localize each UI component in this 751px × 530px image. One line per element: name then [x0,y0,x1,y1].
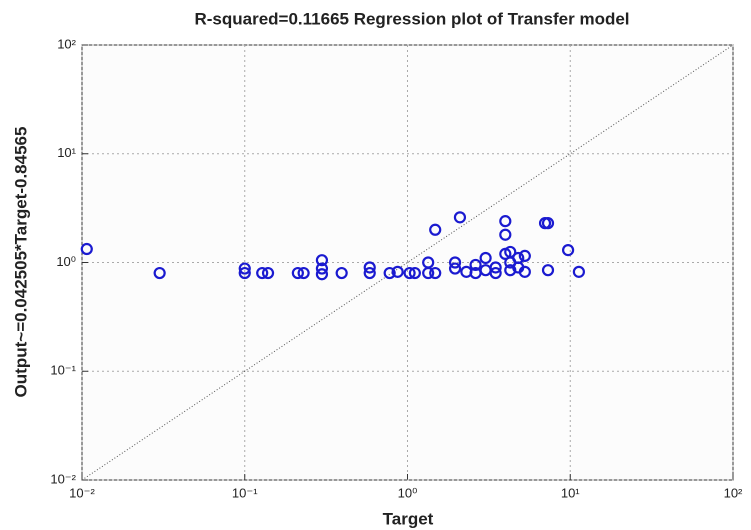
point [453,211,467,224]
point [315,262,329,275]
point [363,261,376,274]
x-tick-label: 10¹ [561,485,580,500]
x-tick-label: 10² [724,485,743,500]
y-tick-label: 10⁻¹ [50,363,76,378]
y-tick-label: 10⁻² [50,471,76,486]
point [256,266,269,280]
point [469,258,482,272]
point [561,244,575,257]
point [335,266,348,280]
point [408,266,421,280]
point [261,266,275,280]
point [518,265,531,278]
chart-title: R-squared=0.11665 Regression plot of Tra… [194,9,629,28]
point [291,266,304,280]
point [448,256,462,269]
y-tick-label: 10¹ [57,145,76,160]
point [363,266,376,280]
point [504,264,517,277]
x-tick-label: 10⁻² [69,485,95,500]
point [499,215,512,228]
point [391,265,404,278]
point [153,266,166,280]
point [572,265,585,278]
x-tick-label: 10⁰ [398,485,418,500]
point [403,266,416,280]
point [297,266,310,280]
y-tick-label: 10² [57,36,76,51]
point [429,223,442,236]
point [504,245,517,259]
point [448,262,462,275]
point [499,228,512,241]
point [541,217,555,230]
point [238,266,251,280]
x-tick-label: 10⁻¹ [232,485,258,500]
point [518,249,531,262]
point [315,254,329,267]
point [489,266,502,280]
point [479,251,492,265]
point [429,266,442,280]
y-tick-label: 10⁰ [56,254,76,269]
point [422,266,435,280]
y-axis-label: Output~=0.042505*Target-0.84565 [11,127,30,398]
point [541,264,555,277]
point [489,261,502,274]
point [315,268,329,281]
x-axis-label: Target [383,509,434,528]
point [383,266,396,280]
point [512,251,525,265]
point [80,242,93,256]
point [238,262,251,275]
